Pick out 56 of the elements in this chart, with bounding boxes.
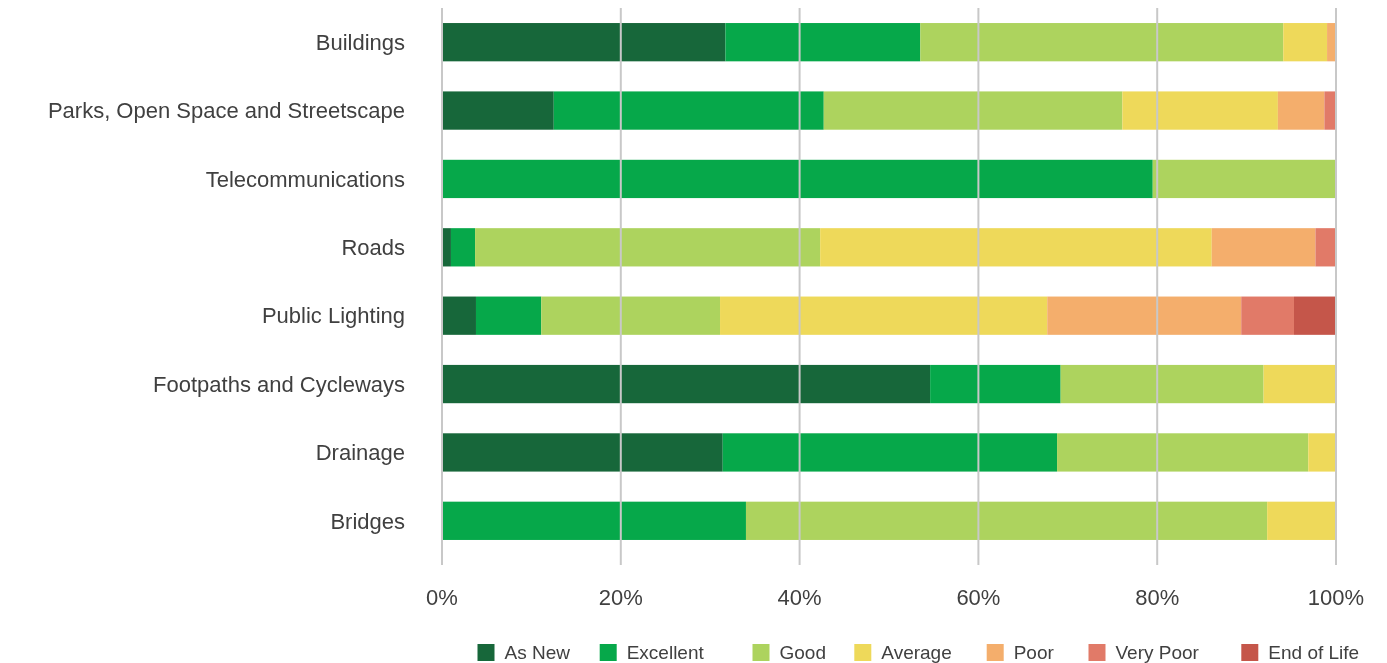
- y-tick-label: Public Lighting: [261, 303, 405, 329]
- x-tick-label: 0%: [426, 585, 458, 610]
- bar: [450, 228, 476, 267]
- bar: [1308, 433, 1336, 472]
- y-tick-label: Telecommunications: [205, 166, 405, 192]
- bar: [1122, 91, 1278, 130]
- bar: [541, 296, 721, 335]
- bar: [442, 501, 746, 540]
- bar: [1324, 91, 1336, 130]
- y-tick-label: Parks, Open Space and Streetscape: [47, 98, 405, 124]
- bar: [722, 433, 1058, 472]
- bar: [1263, 364, 1336, 404]
- legend-label: Poor: [1013, 641, 1055, 663]
- bar: [725, 23, 921, 62]
- x-tick-label: 40%: [777, 585, 822, 610]
- bar: [920, 23, 1284, 62]
- bar: [475, 228, 821, 267]
- bar: [1241, 296, 1294, 335]
- bar: [1267, 501, 1336, 540]
- bar: [1315, 228, 1336, 267]
- bar: [553, 91, 824, 130]
- y-tick-label: Roads: [341, 235, 405, 261]
- y-tick-label: Buildings: [315, 29, 405, 55]
- legend-label: As New: [504, 641, 571, 663]
- bar: [745, 501, 1268, 540]
- legend-label: Good: [779, 641, 826, 663]
- y-tick-label: Bridges: [330, 508, 405, 534]
- bar: [475, 296, 542, 335]
- bar: [823, 91, 1123, 130]
- bar: [442, 364, 931, 404]
- bar: [442, 296, 476, 335]
- y-tick-label: Footpaths and Cycleways: [153, 371, 405, 397]
- legend-label: Average: [881, 641, 952, 663]
- y-tick-label: Drainage: [315, 440, 405, 466]
- bar: [442, 91, 554, 130]
- bar: [442, 23, 726, 62]
- bar: [1293, 296, 1336, 335]
- bar: [1047, 296, 1242, 335]
- x-tick-label: 100%: [1307, 585, 1365, 610]
- bar: [1211, 228, 1316, 267]
- bar: [820, 228, 1212, 267]
- bar: [442, 159, 1153, 199]
- bar: [1152, 159, 1336, 199]
- bar: [1283, 23, 1328, 62]
- bar: [930, 364, 1061, 404]
- x-tick-label: 60%: [956, 585, 1001, 610]
- legend-label: Excellent: [626, 641, 705, 663]
- bar: [720, 296, 1048, 335]
- bar: [442, 433, 723, 472]
- x-tick-label: 80%: [1135, 585, 1180, 610]
- legend-label: Very Poor: [1115, 641, 1200, 663]
- bar: [1277, 91, 1325, 130]
- bar: [1057, 433, 1309, 472]
- legend-label: End of Life: [1268, 641, 1360, 663]
- x-tick-label: 20%: [598, 585, 643, 610]
- bar: [1060, 364, 1264, 404]
